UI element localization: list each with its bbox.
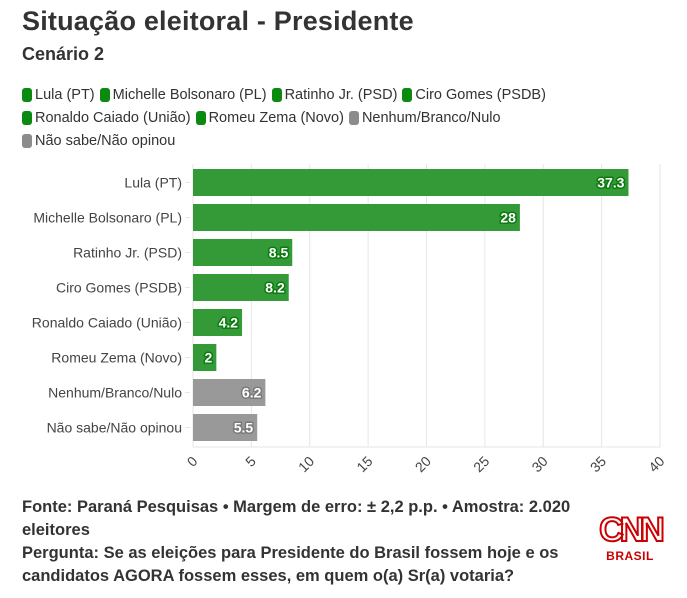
category-label: Ciro Gomes (PSDB) (56, 280, 182, 296)
legend-label: Ratinho Jr. (PSD) (284, 87, 398, 103)
data-label: 5.5 (234, 420, 254, 436)
legend-item[interactable]: Lula (PT) (22, 85, 95, 105)
bar[interactable] (193, 344, 217, 371)
category-label: Ratinho Jr. (PSD) (73, 245, 182, 261)
legend-item[interactable]: Michelle Bolsonaro (PL) (99, 85, 267, 105)
legend-item[interactable]: Romeu Zema (Novo) (195, 108, 344, 128)
legend-label: Lula (PT) (35, 87, 95, 103)
category-label: Nenhum/Branco/Nulo (48, 385, 182, 401)
x-tick-label: 40 (645, 453, 667, 475)
legend-item[interactable]: Ratinho Jr. (PSD) (271, 85, 398, 105)
legend-label: Romeu Zema (Novo) (208, 110, 344, 126)
data-label: 8.2 (265, 280, 285, 296)
brasil-logo-text: BRASIL (606, 549, 654, 563)
bar[interactable] (193, 204, 520, 231)
bar[interactable] (193, 379, 266, 406)
legend-item[interactable]: Nenhum/Branco/Nulo (348, 108, 501, 128)
legend-label: Ciro Gomes (PSDB) (415, 87, 546, 103)
category-label: Não sabe/Não opinou (47, 420, 182, 436)
chart-subtitle: Cenário 2 (22, 44, 105, 64)
legend: Lula (PT) Michelle Bolsonaro (PL) Ratinho … (22, 85, 602, 154)
x-tick-label: 5 (242, 453, 259, 470)
legend-swatch-icon (99, 88, 110, 102)
legend-swatch-icon (195, 111, 206, 125)
source-note: Fonte: Paraná Pesquisas • Margem de erro… (22, 498, 571, 539)
bar[interactable] (193, 239, 293, 266)
bar[interactable] (193, 414, 258, 441)
x-tick-label: 35 (587, 453, 609, 475)
data-label: 6.2 (242, 385, 262, 401)
legend-swatch-icon (348, 111, 359, 125)
x-tick-label: 0 (184, 453, 201, 470)
legend-label: Michelle Bolsonaro (PL) (112, 87, 267, 103)
x-tick-label: 20 (412, 453, 434, 475)
legend-item[interactable]: Ciro Gomes (PSDB) (402, 85, 546, 105)
legend-swatch-icon (402, 88, 413, 102)
data-label: 28 (500, 210, 516, 226)
legend-label: Não sabe/Não opinou (35, 133, 176, 149)
legend-swatch-icon (271, 88, 282, 102)
bar[interactable] (193, 274, 289, 301)
category-label: Romeu Zema (Novo) (51, 350, 182, 366)
legend-swatch-icon (22, 134, 32, 148)
legend-item[interactable]: Não sabe/Não opinou (22, 131, 175, 151)
category-label: Michelle Bolsonaro (PL) (33, 210, 182, 226)
cnn-logo-text: CNN (598, 511, 666, 549)
legend-swatch-icon (22, 88, 32, 102)
data-label: 37.3 (597, 175, 624, 191)
data-label: 8.5 (269, 245, 289, 261)
cnn-brasil-logo: CNN BRASIL (598, 511, 666, 563)
x-tick-label: 15 (353, 453, 375, 475)
x-tick-label: 10 (295, 453, 317, 475)
data-label: 2 (205, 350, 213, 366)
chart-title: Situação eleitoral - Presidente (22, 6, 414, 36)
x-tick-label: 30 (528, 453, 550, 475)
category-label: Ronaldo Caiado (União) (32, 315, 182, 331)
question-note: Pergunta: Se as eleições para Presidente… (22, 544, 559, 585)
bar[interactable] (193, 309, 243, 336)
legend-label: Ronaldo Caiado (União) (35, 110, 191, 126)
legend-item[interactable]: Ronaldo Caiado (União) (22, 108, 191, 128)
bar[interactable] (193, 169, 629, 196)
legend-label: Nenhum/Branco/Nulo (361, 110, 501, 126)
legend-swatch-icon (22, 111, 32, 125)
category-label: Lula (PT) (124, 175, 182, 191)
footer-notes: Fonte: Paraná Pesquisas • Margem de erro… (22, 496, 597, 588)
x-tick-label: 25 (470, 453, 492, 475)
data-label: 4.2 (219, 315, 239, 331)
bar-chart: 0 5 10 15 20 25 30 35 40 Lula (PT) 37.3 Michelle Bo… (32, 164, 668, 475)
